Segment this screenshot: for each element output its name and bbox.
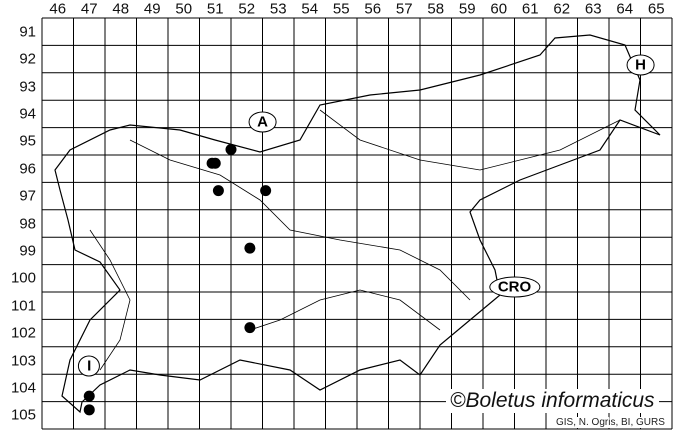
column-label: 49 <box>143 0 161 18</box>
row-label: 94 <box>19 105 36 123</box>
row-label: 91 <box>19 23 36 41</box>
occurrence-points <box>83 144 272 416</box>
row-label: 96 <box>19 160 36 178</box>
column-label: 62 <box>553 0 571 18</box>
column-label: 52 <box>238 0 256 18</box>
column-label: 53 <box>269 0 287 18</box>
column-label: 59 <box>458 0 476 18</box>
column-label: 57 <box>395 0 413 18</box>
river <box>89 229 131 371</box>
grid <box>41 17 673 430</box>
column-label: 64 <box>616 0 634 18</box>
river <box>249 289 441 331</box>
row-label: 105 <box>10 406 36 424</box>
country-label: I <box>78 355 101 377</box>
column-label: 47 <box>80 0 98 18</box>
country-label: H <box>626 54 655 76</box>
column-label: 48 <box>112 0 130 18</box>
occurrence-dot <box>83 390 95 402</box>
occurrence-dot <box>244 322 256 334</box>
column-label: 60 <box>490 0 508 18</box>
occurrence-dot <box>83 404 95 416</box>
row-label: 100 <box>10 269 36 287</box>
row-label: 92 <box>19 50 36 68</box>
row-label: 95 <box>19 132 36 150</box>
occurrence-dot <box>212 185 224 197</box>
country-label: CRO <box>488 276 541 298</box>
river <box>129 139 471 301</box>
column-label: 58 <box>427 0 445 18</box>
credit-text: ©Boletus informaticus <box>446 389 659 413</box>
occurrence-dot <box>260 185 272 197</box>
occurrence-dot <box>244 242 256 254</box>
row-label: 104 <box>10 379 36 397</box>
river <box>319 109 621 171</box>
row-label: 98 <box>19 215 36 232</box>
column-label: 56 <box>364 0 382 18</box>
row-label: 101 <box>10 297 36 315</box>
row-label: 102 <box>10 324 36 342</box>
column-label: 63 <box>584 0 602 18</box>
column-label: 54 <box>301 0 319 18</box>
row-label: 103 <box>10 352 36 369</box>
occurrence-dot <box>225 144 237 156</box>
column-label: 51 <box>206 0 224 18</box>
row-label: 99 <box>19 242 36 260</box>
column-label: 65 <box>647 0 665 18</box>
column-label: 55 <box>332 0 350 18</box>
column-label: 50 <box>175 0 193 18</box>
row-label: 97 <box>19 187 36 205</box>
country-label: A <box>248 111 277 133</box>
source-text: GIS, N. Ogris, BI, GURS <box>554 417 667 428</box>
row-label: 93 <box>19 78 36 95</box>
column-label: 46 <box>49 0 67 18</box>
column-label: 61 <box>521 0 539 18</box>
occurrence-dot <box>209 157 221 169</box>
